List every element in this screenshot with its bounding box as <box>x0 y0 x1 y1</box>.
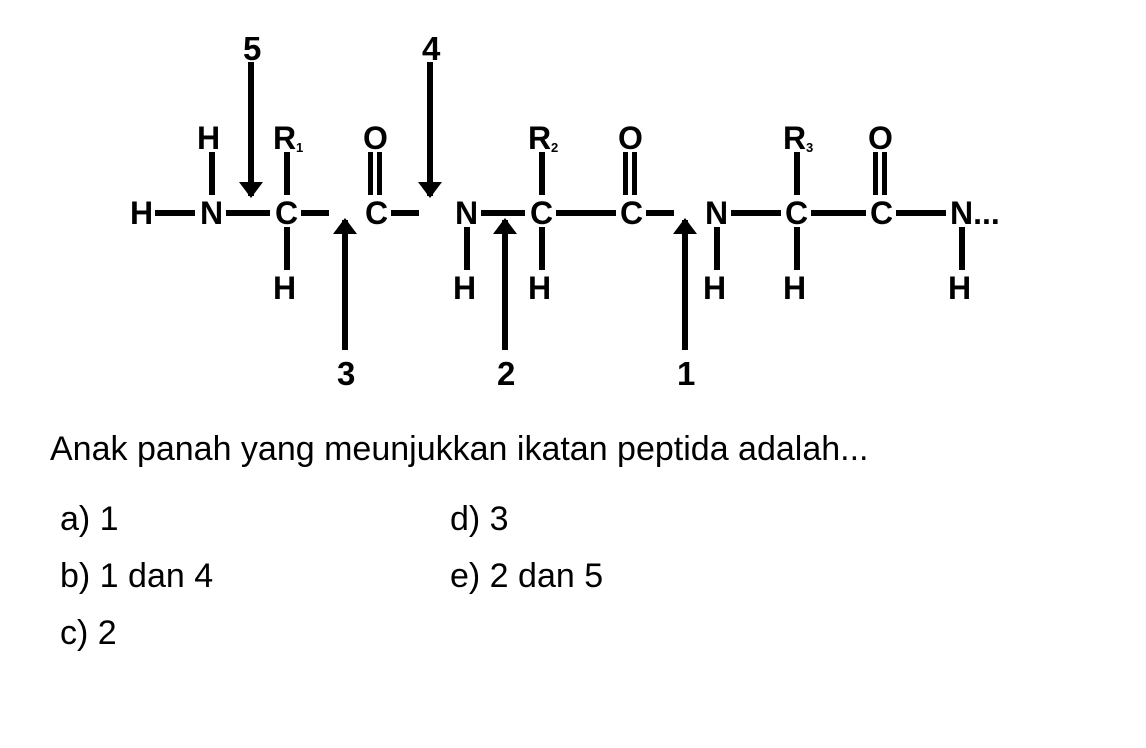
option-e[interactable]: e) 2 dan 5 <box>450 557 603 596</box>
vbond-7 <box>794 152 800 195</box>
hbond-9 <box>896 210 946 216</box>
atom-c4: C <box>620 195 643 232</box>
atom-n1: N <box>200 195 223 232</box>
arrow-5 <box>248 62 254 196</box>
vbond-5 <box>539 227 545 270</box>
option-a[interactable]: a) 1 <box>60 500 450 539</box>
question-text: Anak panah yang meunjukkan ikatan peptid… <box>50 430 1100 469</box>
hbond-4 <box>481 210 525 216</box>
arrow-1 <box>682 220 688 350</box>
hbond-3 <box>391 210 419 216</box>
hbond-0 <box>155 210 195 216</box>
atom-h_left: H <box>130 195 153 232</box>
atom-n4: N... <box>950 195 1000 232</box>
answer-options: a) 1 d) 3 b) 1 dan 4 e) 2 dan 5 c) 2 <box>60 500 960 671</box>
hbond-6 <box>646 210 674 216</box>
arrow-label-3: 3 <box>337 355 355 393</box>
atom-c6: C <box>870 195 893 232</box>
arrow-2 <box>502 220 508 350</box>
dblbond-2 <box>873 152 887 195</box>
atom-r1_sub: 1 <box>296 140 303 155</box>
arrow-3 <box>342 220 348 350</box>
atom-h_n4_bot: H <box>948 270 971 307</box>
dblbond-1 <box>623 152 637 195</box>
vbond-4 <box>539 152 545 195</box>
vbond-2 <box>284 227 290 270</box>
arrow-label-1: 1 <box>677 355 695 393</box>
arrow-label-2: 2 <box>497 355 515 393</box>
atom-h_n2_bot: H <box>453 270 476 307</box>
atom-r3_sub: 3 <box>806 140 813 155</box>
hbond-5 <box>556 210 616 216</box>
atom-c2: C <box>365 195 388 232</box>
option-d[interactable]: d) 3 <box>450 500 509 539</box>
atom-h_c1_bot: H <box>273 270 296 307</box>
peptide-structure-diagram: HNHCR1HCONHCR2HCONHCR3HCON...H 54321 <box>130 20 990 400</box>
atom-h_n3_bot: H <box>703 270 726 307</box>
vbond-0 <box>209 152 215 195</box>
vbond-6 <box>714 227 720 270</box>
dblbond-0 <box>368 152 382 195</box>
atom-h_c3_bot: H <box>528 270 551 307</box>
option-c[interactable]: c) 2 <box>60 614 450 653</box>
arrow-4 <box>427 62 433 196</box>
vbond-8 <box>794 227 800 270</box>
hbond-2 <box>301 210 329 216</box>
atom-h_c5_bot: H <box>783 270 806 307</box>
vbond-9 <box>959 227 965 270</box>
hbond-1 <box>226 210 270 216</box>
option-b[interactable]: b) 1 dan 4 <box>60 557 450 596</box>
hbond-8 <box>811 210 866 216</box>
vbond-3 <box>464 227 470 270</box>
atom-r2_sub: 2 <box>551 140 558 155</box>
hbond-7 <box>731 210 781 216</box>
vbond-1 <box>284 152 290 195</box>
